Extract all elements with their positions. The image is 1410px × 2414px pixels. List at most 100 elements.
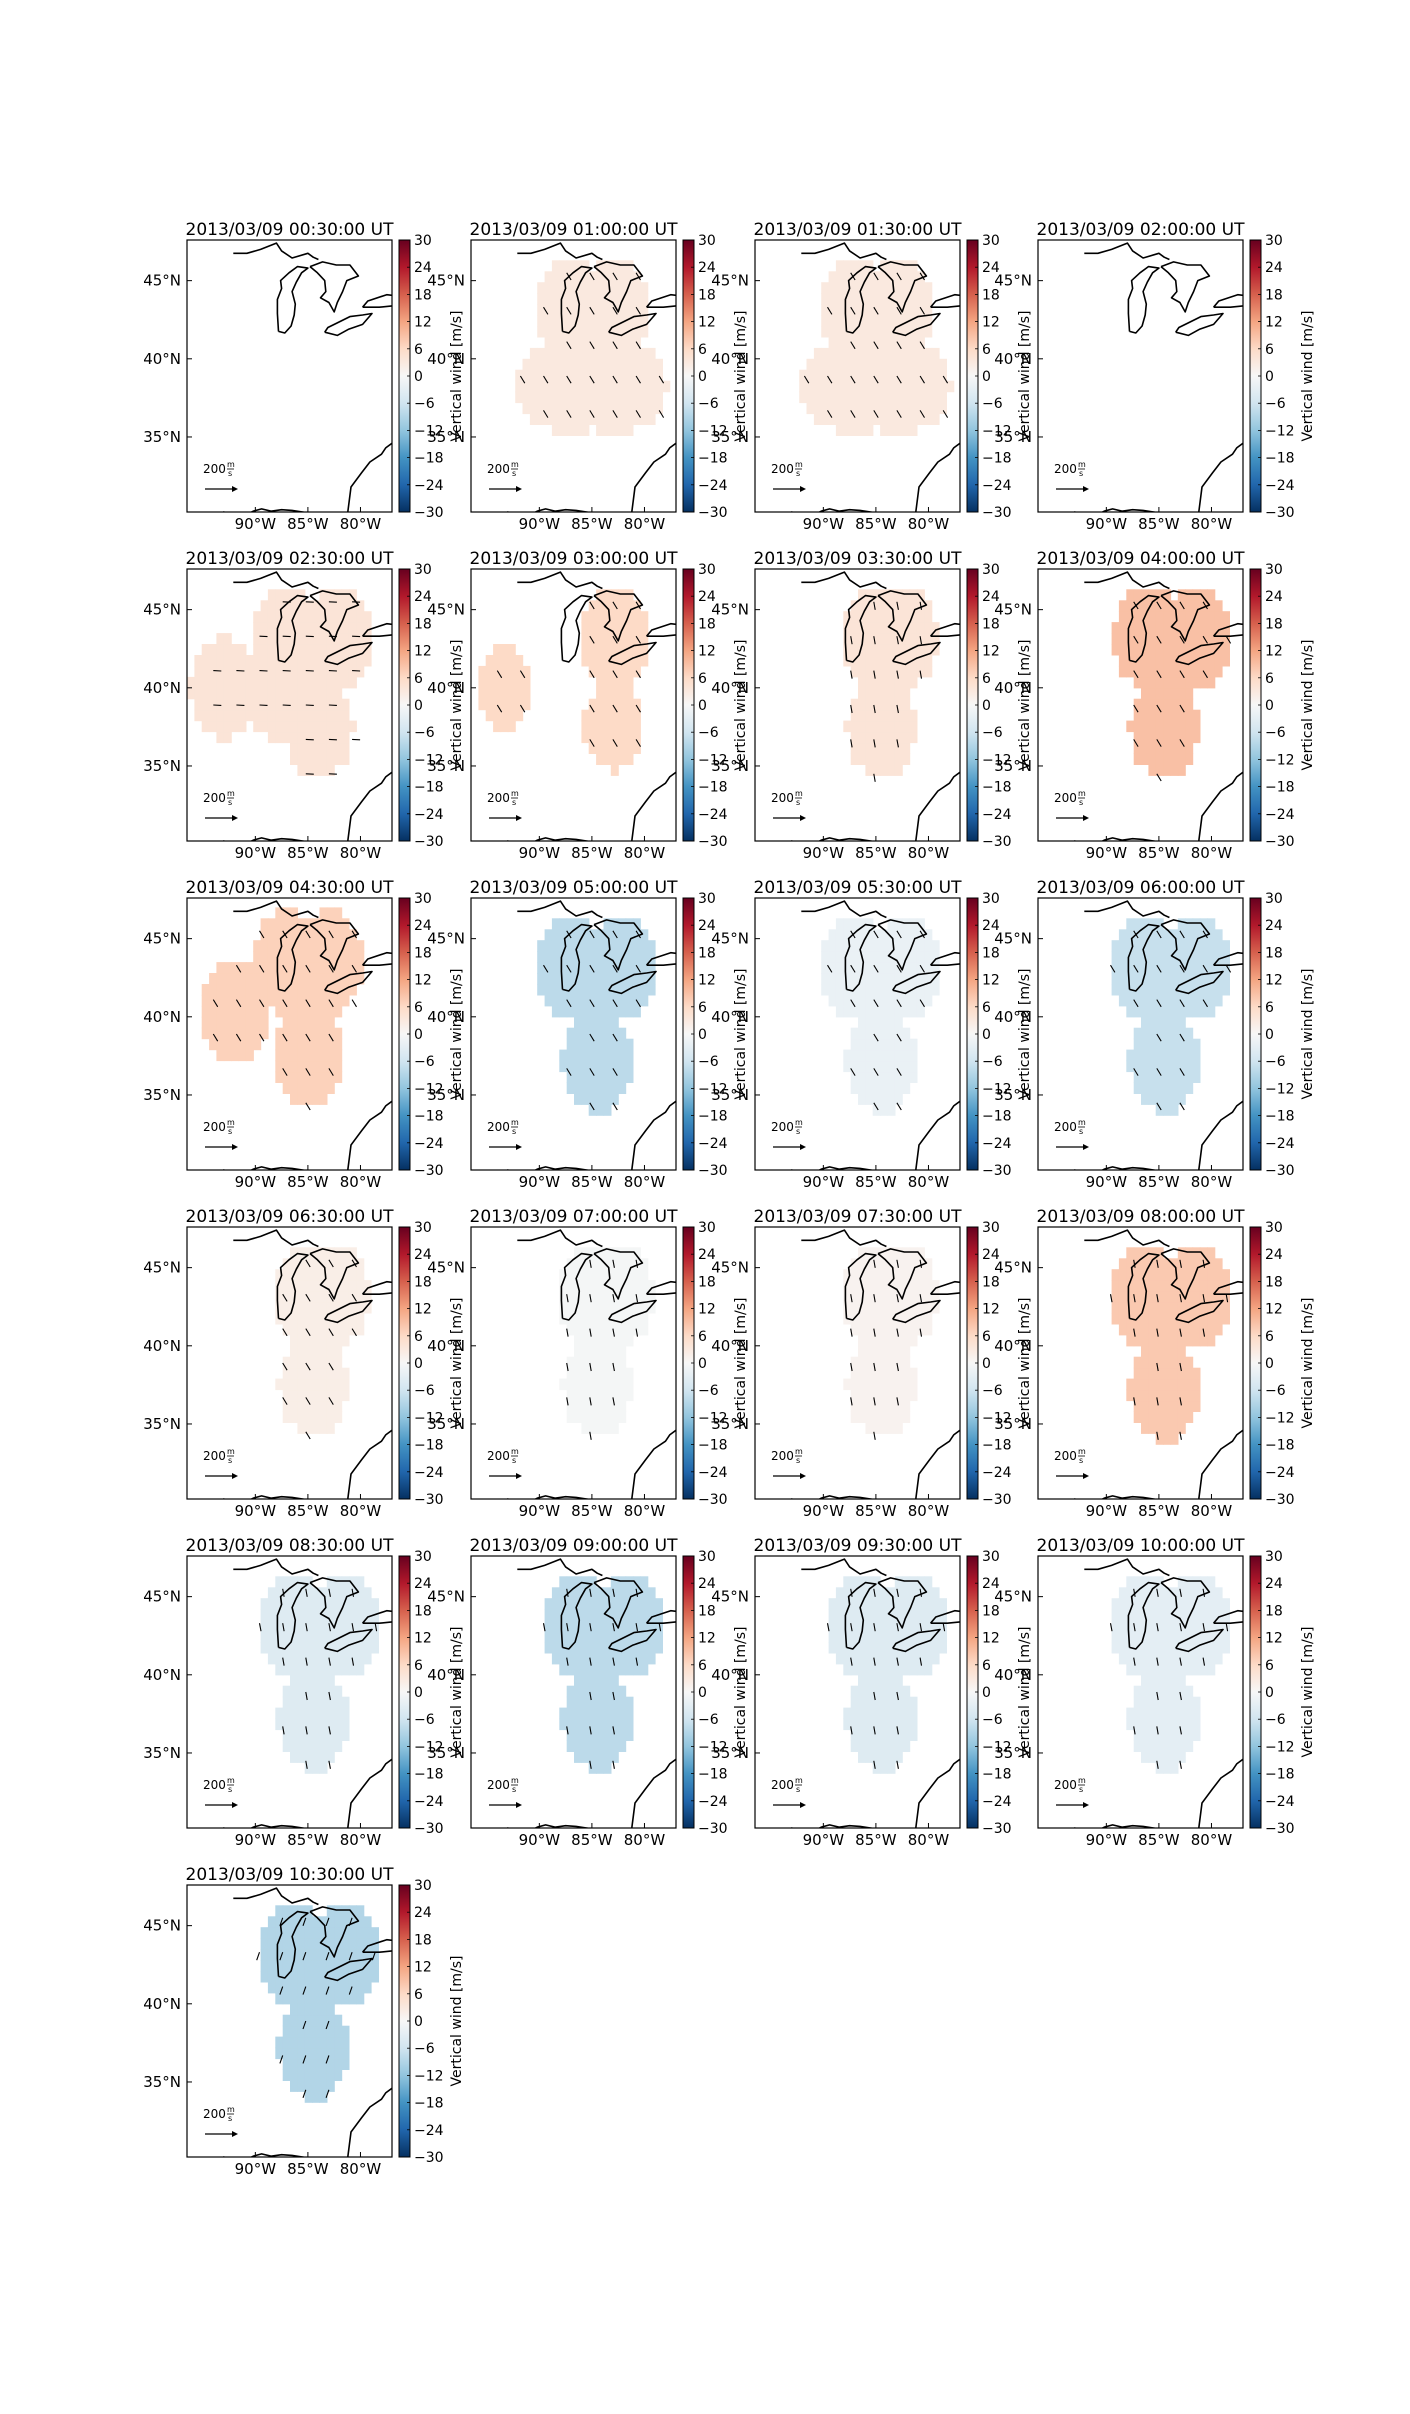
field-cell <box>829 1609 837 1621</box>
coastline <box>801 572 886 588</box>
field-cell <box>342 1697 350 1709</box>
field-cell <box>1134 644 1142 656</box>
field-cell <box>581 611 589 623</box>
field-cell <box>1193 951 1201 963</box>
field-cell <box>1156 1379 1164 1391</box>
lat-tick-label: 35°N <box>711 428 749 446</box>
field-cell <box>910 1324 918 1336</box>
field-cell <box>626 1390 634 1402</box>
field-cell <box>312 1751 320 1763</box>
field-cell <box>552 348 560 360</box>
field-cell <box>1156 655 1164 667</box>
field-cell <box>604 1412 612 1424</box>
colorbar-tick-label: 18 <box>1265 287 1283 303</box>
field-cell <box>618 1576 626 1588</box>
field-cell <box>814 370 822 382</box>
field-cell <box>320 1642 328 1654</box>
field-cell <box>305 622 313 634</box>
field-cell <box>611 600 619 612</box>
field-cell <box>1119 600 1127 612</box>
colorbar-tick-label: 18 <box>414 1274 432 1290</box>
field-cell <box>880 710 888 722</box>
field-cell <box>508 688 516 700</box>
field-cell <box>633 348 641 360</box>
wind-field <box>843 1247 939 1434</box>
field-cell <box>312 1083 320 1095</box>
lat-tick-label: 40°N <box>427 1337 465 1355</box>
field-cell <box>880 1609 888 1621</box>
field-cell <box>334 1664 342 1676</box>
field-cell <box>932 1609 940 1621</box>
field-cell <box>865 951 873 963</box>
field-cell <box>334 699 342 711</box>
field-cell <box>312 1587 320 1599</box>
field-cell <box>297 666 305 678</box>
field-cell <box>902 414 910 426</box>
field-cell <box>873 655 881 667</box>
field-cell <box>283 721 291 733</box>
field-cell <box>334 1587 342 1599</box>
field-cell <box>648 1598 656 1610</box>
field-cell <box>581 1346 589 1358</box>
field-cell <box>224 995 232 1007</box>
field-cell <box>231 1050 239 1062</box>
field-cell <box>305 644 313 656</box>
coastlines <box>1051 243 1279 521</box>
field-cell <box>581 984 589 996</box>
field-cell <box>320 764 328 776</box>
field-cell <box>194 677 202 689</box>
field-cell <box>312 622 320 634</box>
lon-tick-label: 80°W <box>624 1502 666 1520</box>
field-cell <box>895 1390 903 1402</box>
wind-field <box>559 1247 655 1434</box>
field-cell <box>1207 995 1215 1007</box>
field-cell <box>305 1006 313 1018</box>
field-cell <box>618 1346 626 1358</box>
field-cell <box>939 1631 947 1643</box>
colorbar-tick-label: 6 <box>982 671 991 687</box>
colorbar-tick-label: −18 <box>414 451 444 467</box>
field-cell <box>559 260 567 272</box>
colorbar-tick-label: 0 <box>982 369 991 385</box>
panel-title: 2013/03/09 02:30:00 UT <box>186 549 395 569</box>
field-cell <box>917 1006 925 1018</box>
field-cell <box>843 359 851 371</box>
colorbar-tick-label: −30 <box>1265 1163 1295 1179</box>
field-cell <box>1148 1379 1156 1391</box>
field-cell <box>1163 1104 1171 1116</box>
field-cell <box>334 589 342 601</box>
field-cell <box>297 1072 305 1084</box>
field-cell <box>917 293 925 305</box>
field-cell <box>334 677 342 689</box>
field-cell <box>567 1083 575 1095</box>
field-cell <box>873 1631 881 1643</box>
field-cell <box>253 677 261 689</box>
field-cell <box>283 1412 291 1424</box>
field-cell <box>604 1401 612 1413</box>
field-cell <box>596 929 604 941</box>
field-cell <box>581 1751 589 1763</box>
field-cell <box>1193 1258 1201 1270</box>
field-cell <box>253 1006 261 1018</box>
field-cell <box>596 1357 604 1369</box>
field-cell <box>1134 1609 1142 1621</box>
field-cell <box>596 1028 604 1040</box>
field-cell <box>902 1269 910 1281</box>
field-cell <box>559 1631 567 1643</box>
field-cell <box>312 1697 320 1709</box>
field-cell <box>618 1401 626 1413</box>
lon-tick-label: 80°W <box>340 844 382 862</box>
field-cell <box>596 677 604 689</box>
field-cell <box>910 666 918 678</box>
field-cell <box>895 337 903 349</box>
field-cell <box>851 293 859 305</box>
field-cell <box>1134 1280 1142 1292</box>
field-cell <box>902 721 910 733</box>
field-cell <box>924 1576 932 1588</box>
field-cell <box>1193 1390 1201 1402</box>
field-cell <box>1185 1324 1193 1336</box>
field-cell <box>1112 1302 1120 1314</box>
field-cell <box>843 381 851 393</box>
field-cell <box>320 1346 328 1358</box>
